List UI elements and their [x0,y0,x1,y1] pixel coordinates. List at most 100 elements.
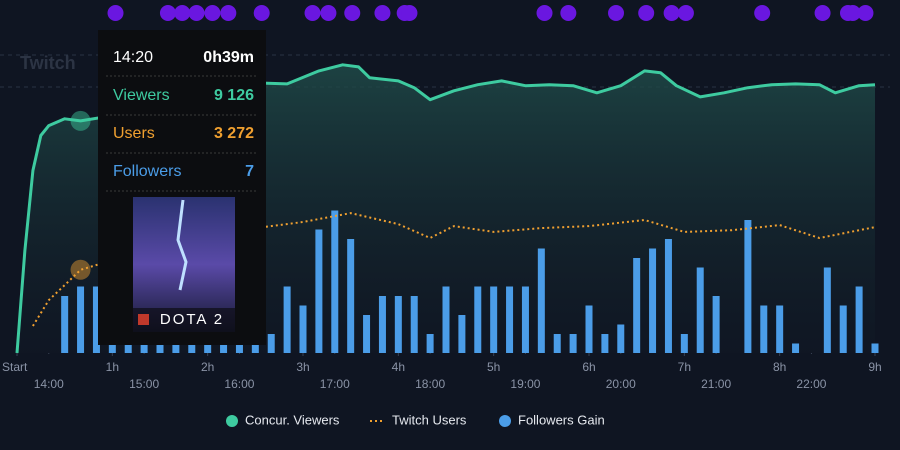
legend-swatch [226,415,238,427]
time-tick-label: 21:00 [701,377,731,391]
bar [410,296,418,353]
event-marker [253,5,270,21]
bar [108,343,116,353]
bar [474,286,482,353]
time-tick-label: 19:00 [510,377,540,391]
hover-point [70,259,91,280]
bar [680,334,688,353]
event-marker [344,5,361,21]
legend-label: Followers Gain [518,412,605,427]
bar [839,305,847,353]
cover-band [133,308,235,332]
bar [617,324,625,353]
bar [490,286,498,353]
event-marker [107,5,124,21]
bar [347,239,355,353]
x-tick-label: 4h [392,360,405,374]
tooltip-label: Followers [113,163,181,180]
bar [442,286,450,353]
tooltip-time: 14:20 [113,49,153,66]
bar [140,343,148,353]
time-tick-label: 16:00 [224,377,254,391]
event-marker [174,5,191,21]
bar [235,343,243,353]
x-tick-label: 2h [201,360,214,374]
bar [871,343,879,353]
bar [585,305,593,353]
event-marker [608,5,625,21]
line [15,63,876,354]
bar [712,296,720,353]
event-marker [401,5,418,21]
time-tick-label: 15:00 [129,377,159,391]
bar [315,229,323,353]
tooltip-label: Users [113,125,155,142]
game-name: DOTA 2 [160,311,224,328]
tooltip-duration: 0h39m [203,49,254,66]
time-tick-label: 22:00 [796,377,826,391]
bar [601,334,609,353]
x-tick-label: 8h [773,360,786,374]
bar [760,305,768,353]
tooltip: 14:20 0h39m DOTA 2 Viewers 9 126 Users 3 27… [98,30,266,345]
bar [776,305,784,353]
event-marker [844,5,861,21]
event-marker [857,5,874,21]
bar [569,334,577,353]
bar [204,343,212,353]
cover-art [176,199,188,291]
event-marker [374,5,391,21]
tooltip-value: 9 126 [214,87,254,104]
legend-label: Concur. Viewers [245,412,340,427]
bar [633,258,641,353]
time-tick-label: 18:00 [415,377,445,391]
tooltip-value: 7 [245,163,254,180]
bar [188,343,196,353]
event-marker [204,5,221,21]
legend: Concur. Viewers Twitch Users Followers Gai… [226,412,605,427]
time-tick-label: 17:00 [320,377,350,391]
x-tick-label: 5h [487,360,500,374]
event-marker [320,5,337,21]
bar [649,248,657,353]
bar [506,286,514,353]
bar [792,343,800,353]
event-marker [536,5,553,21]
bar [696,267,704,353]
x-tick-label: 9h [868,360,881,374]
bar [426,334,434,353]
bar [855,286,863,353]
bar [521,286,529,353]
bar [664,239,672,353]
event-marker [638,5,655,21]
bar [251,343,259,353]
game-logo [138,314,149,325]
x-tick-label: 6h [582,360,595,374]
time-tick-label: 14:00 [34,377,64,391]
event-marker [188,5,205,21]
bar [124,343,132,353]
bar [823,267,831,353]
bar [331,210,339,353]
x-tick-label: 3h [296,360,309,374]
tooltip-label: Viewers [113,87,170,104]
x-tick-label: 7h [678,360,691,374]
event-marker [220,5,237,21]
bar [172,343,180,353]
event-marker [304,5,321,21]
bar [283,286,291,353]
legend-label: Twitch Users [392,412,467,427]
bar [394,296,402,353]
event-marker [159,5,176,21]
x-tick-label: Start [2,360,28,374]
line [32,212,876,327]
bar [553,334,561,353]
x-tick-label: 1h [106,360,119,374]
bar [363,315,371,353]
legend-swatch [499,415,511,427]
tooltip-value: 3 272 [214,125,254,142]
event-marker [754,5,771,21]
bar [299,305,307,353]
